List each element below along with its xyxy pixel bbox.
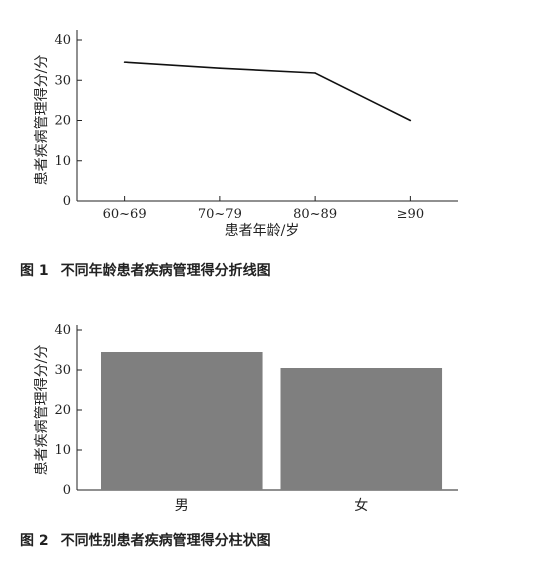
chart2-ytick-label: 0	[63, 483, 71, 498]
chart1-ytick-label: 0	[63, 194, 71, 209]
chart2-ytick-label: 20	[54, 403, 71, 418]
figure1-number: 图 1	[20, 263, 49, 279]
chart2-xtick-label: 男	[175, 498, 189, 514]
chart1-ylabel: 患者疾病管理得分/分	[33, 55, 50, 186]
figure2-title: 不同性别患者疾病管理得分柱状图	[60, 533, 271, 549]
chart2-ytick-label: 10	[54, 443, 71, 458]
chart1-ytick-label: 20	[54, 114, 71, 129]
chart1-ytick-label: 40	[54, 33, 71, 48]
chart2-ylabel: 患者疾病管理得分/分	[33, 345, 50, 476]
chart1-data-point	[123, 61, 126, 63]
chart2-bar	[101, 352, 263, 490]
line-chart-age: 0 10 20 30 40 60~69 70~79 80~89 ≥90 患者疾病管理得分/分 患…	[33, 30, 458, 239]
chart1-xlabel: 患者年龄/岁	[225, 223, 300, 239]
chart1-series-line	[124, 61, 411, 122]
figure1-caption: 图 1 不同年龄患者疾病管理得分折线图	[20, 260, 271, 280]
chart1-xtick-label: 80~89	[293, 207, 337, 222]
figure2-caption: 图 2 不同性别患者疾病管理得分柱状图	[20, 530, 271, 550]
chart1-xtick-label: 70~79	[198, 207, 242, 222]
chart2-xtick-label: 女	[354, 497, 368, 514]
figure2-number: 图 2	[20, 533, 49, 549]
bar-chart-gender: 0 10 20 30 40 男 女 患者疾病管理得分/分	[33, 323, 458, 514]
chart1-data-point	[219, 67, 221, 69]
figure1-title: 不同年龄患者疾病管理得分折线图	[60, 263, 271, 279]
chart2-ytick-label: 40	[54, 323, 71, 338]
chart1-xtick-label: 60~69	[103, 207, 147, 222]
chart2-bar	[280, 368, 443, 490]
chart1-data-point	[314, 72, 316, 74]
chart1-ytick-label: 10	[54, 154, 71, 169]
chart2-ytick-label: 30	[54, 363, 71, 378]
chart1-data-point	[409, 119, 412, 122]
chart1-xtick-label: ≥90	[397, 207, 424, 222]
chart1-ytick-label: 30	[54, 73, 71, 88]
